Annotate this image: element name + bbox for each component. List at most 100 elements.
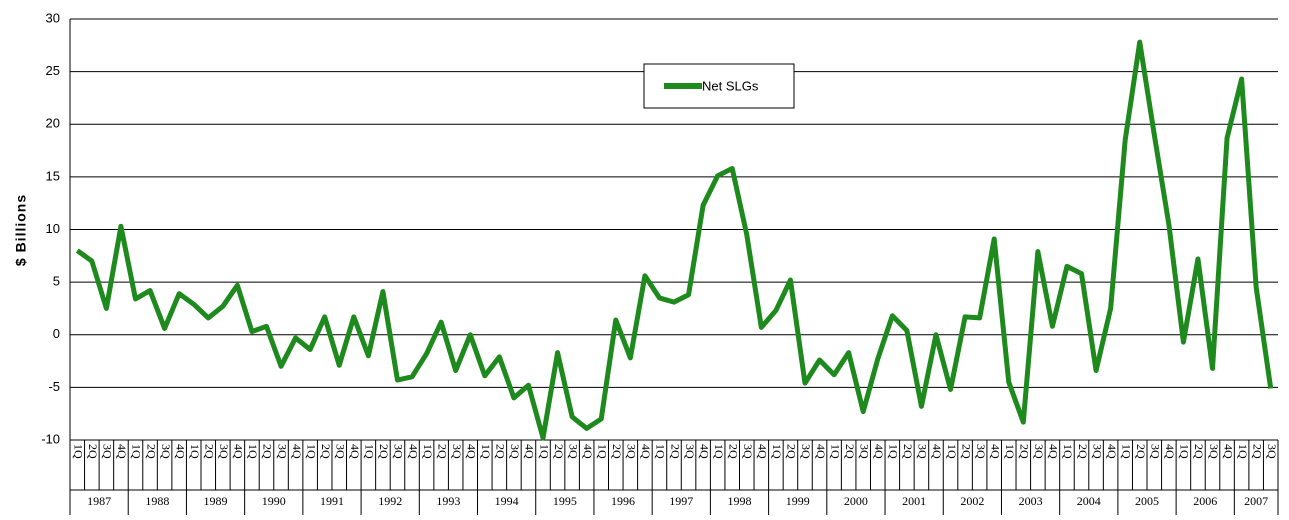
- x-tick-label: 1Q: [479, 444, 493, 459]
- x-tick-label: 3Q: [625, 444, 639, 459]
- x-tick-label: 2Q: [843, 444, 857, 459]
- x-tick-label: 4Q: [290, 444, 304, 459]
- x-tick-label: 3Q: [683, 444, 697, 459]
- x-tick-label: 4Q: [930, 444, 944, 459]
- x-tick-label: 3Q: [857, 444, 871, 459]
- legend-label: Net SLGs: [702, 78, 759, 93]
- x-tick-label: 2Q: [435, 444, 449, 459]
- year-label: 2000: [844, 494, 868, 508]
- x-tick-label: 1Q: [828, 444, 842, 459]
- y-axis-label: $ Billions: [13, 194, 29, 266]
- x-tick-label: 2Q: [552, 444, 566, 459]
- x-tick-label: 1Q: [304, 444, 318, 459]
- year-label: 1999: [786, 494, 810, 508]
- x-tick-label: 3Q: [508, 444, 522, 459]
- x-tick-label: 3Q: [566, 444, 580, 459]
- year-label: 1995: [553, 494, 577, 508]
- year-label: 1988: [145, 494, 169, 508]
- x-tick-label: 4Q: [464, 444, 478, 459]
- x-tick-label: 2Q: [377, 444, 391, 459]
- x-tick-label: 2Q: [1134, 444, 1148, 459]
- x-tick-label: 4Q: [1105, 444, 1119, 459]
- x-tick-label: 1Q: [712, 444, 726, 459]
- x-tick-label: 3Q: [275, 444, 289, 459]
- x-tick-label: 1Q: [1061, 444, 1075, 459]
- x-tick-label: 3Q: [1090, 444, 1104, 459]
- x-tick-label: 1Q: [595, 444, 609, 459]
- x-tick-label: 4Q: [756, 444, 770, 459]
- x-tick-label: 4Q: [814, 444, 828, 459]
- x-tick-label: 2Q: [494, 444, 508, 459]
- year-label: 2006: [1193, 494, 1217, 508]
- x-tick-label: 4Q: [872, 444, 886, 459]
- year-label: 1994: [495, 494, 519, 508]
- y-tick-label: 0: [53, 326, 60, 341]
- x-tick-label: 3Q: [450, 444, 464, 459]
- x-tick-label: 2Q: [144, 444, 158, 459]
- x-tick-label: 2Q: [668, 444, 682, 459]
- x-tick-label: 1Q: [1003, 444, 1017, 459]
- x-tick-label: 1Q: [537, 444, 551, 459]
- x-tick-label: 2Q: [1250, 444, 1264, 459]
- x-tick-label: 1Q: [1178, 444, 1192, 459]
- year-label: 2002: [960, 494, 984, 508]
- y-tick-label: 5: [53, 274, 60, 289]
- series-line: [75, 39, 1274, 441]
- x-tick-label: 1Q: [72, 444, 86, 459]
- x-tick-label: 2Q: [1076, 444, 1090, 459]
- x-tick-label: 3Q: [159, 444, 173, 459]
- year-label: 2005: [1135, 494, 1159, 508]
- x-tick-label: 3Q: [916, 444, 930, 459]
- x-tick-label: 3Q: [1207, 444, 1221, 459]
- year-label: 1987: [87, 494, 111, 508]
- y-tick-label: 20: [46, 116, 60, 131]
- x-tick-label: 2Q: [901, 444, 915, 459]
- year-label: 2003: [1019, 494, 1043, 508]
- x-tick-label: 1Q: [130, 444, 144, 459]
- x-tick-label: 2Q: [319, 444, 333, 459]
- x-tick-label: 4Q: [1221, 444, 1235, 459]
- x-tick-label: 2Q: [1018, 444, 1032, 459]
- x-tick-label: 1Q: [887, 444, 901, 459]
- y-tick-label: -5: [48, 379, 60, 394]
- year-label: 1993: [436, 494, 460, 508]
- x-tick-label: 4Q: [639, 444, 653, 459]
- y-tick-label: 15: [46, 168, 60, 183]
- y-tick-label: 10: [46, 221, 60, 236]
- y-tick-label: -10: [41, 431, 60, 446]
- x-tick-label: 1Q: [246, 444, 260, 459]
- x-tick-label: 1Q: [1236, 444, 1250, 459]
- x-tick-label: 4Q: [1163, 444, 1177, 459]
- y-tick-label: 25: [46, 63, 60, 78]
- x-tick-label: 3Q: [101, 444, 115, 459]
- x-tick-label: 2Q: [86, 444, 100, 459]
- x-tick-label: 4Q: [1047, 444, 1061, 459]
- x-tick-label: 3Q: [334, 444, 348, 459]
- year-label: 1992: [378, 494, 402, 508]
- year-label: 1996: [611, 494, 635, 508]
- x-tick-label: 2Q: [203, 444, 217, 459]
- y-tick-label: 30: [46, 10, 60, 25]
- x-tick-label: 1Q: [363, 444, 377, 459]
- x-tick-label: 4Q: [348, 444, 362, 459]
- x-tick-label: 4Q: [988, 444, 1002, 459]
- x-tick-label: 3Q: [1032, 444, 1046, 459]
- x-tick-label: 3Q: [1149, 444, 1163, 459]
- x-tick-label: 2Q: [610, 444, 624, 459]
- x-tick-label: 2Q: [726, 444, 740, 459]
- x-tick-label: 3Q: [1265, 444, 1279, 459]
- x-tick-label: 4Q: [406, 444, 420, 459]
- x-tick-label: 1Q: [1119, 444, 1133, 459]
- year-label: 1989: [204, 494, 228, 508]
- x-tick-label: 4Q: [697, 444, 711, 459]
- x-tick-label: 2Q: [785, 444, 799, 459]
- x-tick-label: 4Q: [581, 444, 595, 459]
- x-tick-label: 3Q: [974, 444, 988, 459]
- x-tick-label: 4Q: [523, 444, 537, 459]
- x-tick-label: 1Q: [945, 444, 959, 459]
- year-label: 2004: [1077, 494, 1101, 508]
- x-tick-label: 3Q: [799, 444, 813, 459]
- year-label: 2001: [902, 494, 926, 508]
- year-label: 1991: [320, 494, 344, 508]
